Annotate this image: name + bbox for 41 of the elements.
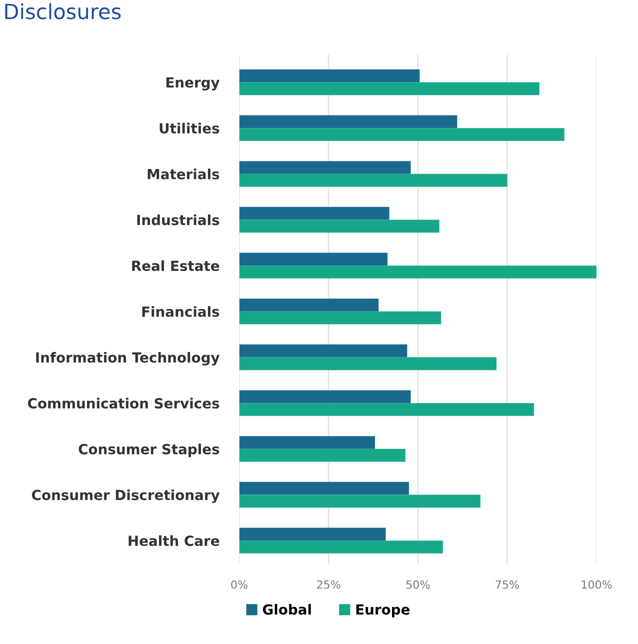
x-tick-label: 50% — [406, 580, 430, 589]
bar — [239, 128, 564, 141]
y-tick-label: Communication Services — [28, 398, 220, 409]
bar — [239, 82, 540, 96]
bar — [239, 311, 442, 324]
bar — [239, 528, 386, 541]
legend-label: Europe — [356, 604, 410, 618]
bar — [239, 448, 406, 462]
text: Disclosures — [5, 3, 121, 20]
bar — [239, 69, 420, 82]
bar — [239, 390, 411, 404]
bar — [239, 494, 480, 508]
bar — [239, 206, 390, 220]
bar — [239, 161, 411, 174]
bar — [239, 115, 458, 128]
bar — [239, 266, 597, 278]
bar — [239, 482, 409, 495]
y-tick-label: Health Care — [128, 535, 220, 546]
x-tick-label: 100% — [582, 580, 612, 589]
y-tick-label: Energy — [166, 77, 220, 90]
y-tick-label: Real Estate — [132, 260, 220, 272]
y-tick-label: Consumer Staples — [78, 444, 220, 458]
bar — [239, 298, 379, 312]
bar — [239, 436, 376, 449]
legend-label: Global — [262, 604, 311, 615]
y-tick-label: Industrials — [137, 214, 220, 226]
x-tick-label: 75% — [496, 580, 519, 589]
x-tick-label: 25% — [317, 580, 340, 589]
bar — [239, 540, 443, 554]
bar — [239, 220, 440, 233]
y-tick-label: Financials — [142, 306, 220, 317]
x-tick-label: 0% — [231, 580, 248, 589]
y-tick-label: Utilities — [160, 122, 220, 134]
bar — [239, 344, 408, 358]
bar — [239, 403, 534, 416]
y-tick-label: Materials — [148, 168, 220, 180]
y-tick-label: Consumer Discretionary — [32, 489, 220, 504]
bar — [239, 174, 508, 187]
y-tick-label: Information Technology — [36, 352, 220, 366]
bar — [239, 252, 388, 266]
bar — [239, 357, 496, 370]
